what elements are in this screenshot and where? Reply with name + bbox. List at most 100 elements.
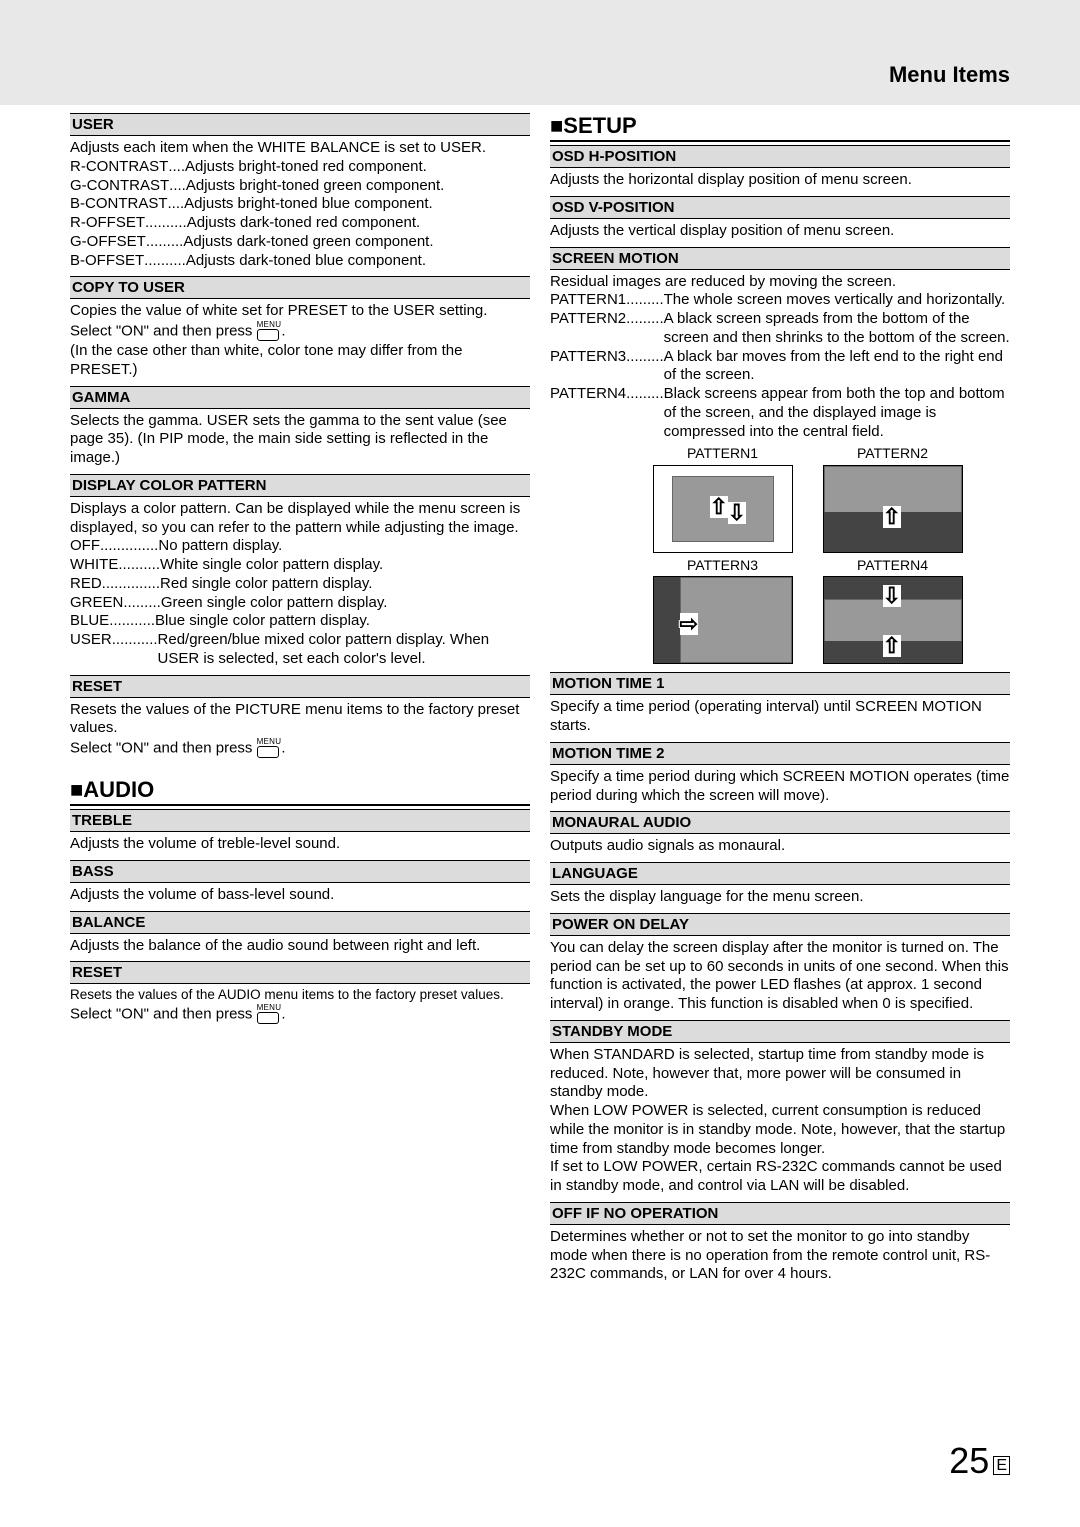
def-dots: .............. [100,537,158,556]
def-term: BLUE [70,612,109,631]
item-language: LANGUAGE Sets the display language for t… [550,862,1010,911]
pattern-row-2: PATTERN3 ⇨ PATTERN4 ⇩ [605,557,1010,665]
definition-row: G-OFFSET .........Adjusts dark-toned gre… [70,233,530,252]
pattern4-label: PATTERN4 [823,557,963,575]
definition-row: BLUE ...........Blue single color patter… [70,612,530,631]
offnoop-body: Determines whether or not to set the mon… [550,1225,1010,1288]
pod-head: POWER ON DELAY [550,913,1010,936]
def-term: R-OFFSET [70,214,145,233]
pattern1-box: ⇧ ⇩ [653,465,793,553]
item-off-if-no-operation: OFF IF NO OPERATION Determines whether o… [550,1202,1010,1288]
def-desc: A black bar moves from the left end to t… [664,348,1010,386]
pattern4-box: ⇩ ⇧ [823,576,963,664]
def-term: PATTERN4 [550,385,626,441]
lang-body: Sets the display language for the menu s… [550,885,1010,911]
def-dots: .... [168,195,185,214]
def-dots: .... [168,158,185,177]
copy-l2a: Select "ON" and then press [70,322,257,339]
page-header-title: Menu Items [889,62,1010,88]
def-desc: Red single color pattern display. [160,575,530,594]
def-desc: Adjusts bright-toned blue component. [184,195,530,214]
def-desc: A black screen spreads from the bottom o… [664,310,1010,348]
item-treble: TREBLE Adjusts the volume of treble-leve… [70,809,530,858]
menu-button-icon: MENU [257,737,282,758]
motion-body: Residual images are reduced by moving th… [550,270,1010,671]
dcp-rows: OFF ..............No pattern display.WHI… [70,537,530,668]
page-number-value: 25 [949,1440,989,1481]
item-osd-h: OSD H-POSITION Adjusts the horizontal di… [550,145,1010,194]
definition-row: PATTERN2 .........A black screen spreads… [550,310,1010,348]
def-dots: ......... [146,233,184,252]
item-reset-picture: RESET Resets the values of the PICTURE m… [70,675,530,764]
lang-head: LANGUAGE [550,862,1010,885]
definition-row: PATTERN1 .........The whole screen moves… [550,291,1010,310]
def-dots: ......... [626,310,664,348]
def-dots: ......... [123,594,161,613]
def-desc: Blue single color pattern display. [155,612,530,631]
def-term: GREEN [70,594,123,613]
pattern-row-1: PATTERN1 ⇧ ⇩ PATTERN2 ⇧ [605,445,1010,553]
standby-head: STANDBY MODE [550,1020,1010,1043]
reset2-l2a: Select "ON" and then press [70,1006,257,1023]
item-motion-time-2: MOTION TIME 2 Specify a time period duri… [550,742,1010,810]
definition-row: WHITE..........White single color patter… [70,556,530,575]
reset2-l2b: . [281,1006,285,1023]
definition-row: R-OFFSET..........Adjusts dark-toned red… [70,214,530,233]
mt2-head: MOTION TIME 2 [550,742,1010,765]
motion-head: SCREEN MOTION [550,247,1010,270]
pattern2-label: PATTERN2 [823,445,963,463]
standby-body: When STANDARD is selected, startup time … [550,1043,1010,1200]
section-setup: ■SETUP [550,113,1010,142]
item-display-color-pattern: DISPLAY COLOR PATTERN Displays a color p… [70,474,530,673]
gamma-body: Selects the gamma. USER sets the gamma t… [70,409,530,472]
item-reset-audio: RESET Resets the values of the AUDIO men… [70,961,530,1029]
bass-body: Adjusts the volume of bass-level sound. [70,883,530,909]
def-desc: Adjusts dark-toned red component. [187,214,530,233]
def-term: G-OFFSET [70,233,146,252]
offnoop-head: OFF IF NO OPERATION [550,1202,1010,1225]
def-term: USER [70,631,112,669]
pod-body: You can delay the screen display after t… [550,936,1010,1018]
pattern1: PATTERN1 ⇧ ⇩ [653,445,793,553]
treble-head: TREBLE [70,809,530,832]
dcp-intro: Displays a color pattern. Can be display… [70,500,530,538]
gamma-head: GAMMA [70,386,530,409]
page-number: 25E [949,1440,1010,1482]
item-bass: BASS Adjusts the volume of bass-level so… [70,860,530,909]
def-dots: .... [169,177,186,196]
user-intro: Adjusts each item when the WHITE BALANCE… [70,139,530,158]
def-desc: No pattern display. [158,537,530,556]
reset1-l1: Resets the values of the PICTURE menu it… [70,701,530,739]
menu-button-icon: MENU [257,1003,282,1024]
def-dots: ........... [112,631,158,669]
reset1-head: RESET [70,675,530,698]
menu-button-icon: MENU [257,320,282,341]
def-dots: ......... [626,385,664,441]
balance-head: BALANCE [70,911,530,934]
mt1-body: Specify a time period (operating interva… [550,695,1010,740]
def-term: B-OFFSET [70,252,144,271]
balance-body: Adjusts the balance of the audio sound b… [70,934,530,960]
reset1-body: Resets the values of the PICTURE menu it… [70,698,530,764]
reset2-l2: Select "ON" and then press MENU. [70,1004,530,1025]
item-user: USER Adjusts each item when the WHITE BA… [70,113,530,274]
def-term: B-CONTRAST [70,195,168,214]
item-power-on-delay: POWER ON DELAY You can delay the screen … [550,913,1010,1018]
pattern2-box: ⇧ [823,465,963,553]
bass-head: BASS [70,860,530,883]
reset2-l1: Resets the values of the AUDIO menu item… [70,987,530,1004]
def-dots: .......... [144,252,186,271]
pattern3-label: PATTERN3 [653,557,793,575]
def-term: R-CONTRAST [70,158,168,177]
mono-head: MONAURAL AUDIO [550,811,1010,834]
def-dots: .......... [118,556,160,575]
item-osd-v: OSD V-POSITION Adjusts the vertical disp… [550,196,1010,245]
def-desc: Red/green/blue mixed color pattern displ… [158,631,530,669]
item-balance: BALANCE Adjusts the balance of the audio… [70,911,530,960]
def-dots: .............. [102,575,160,594]
reset2-head: RESET [70,961,530,984]
reset1-l2a: Select "ON" and then press [70,739,257,756]
def-term: WHITE [70,556,118,575]
mono-body: Outputs audio signals as monaural. [550,834,1010,860]
copy-l3: (In the case other than white, color ton… [70,342,530,380]
